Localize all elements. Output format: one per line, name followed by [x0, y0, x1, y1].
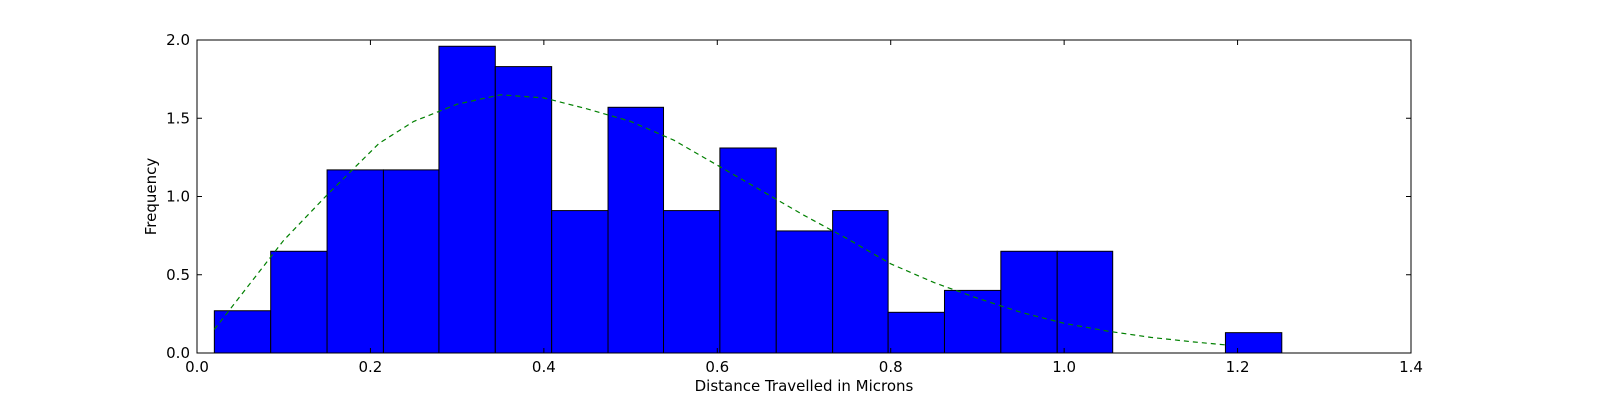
- histogram-bar: [494, 66, 553, 354]
- histogram-bar: [1224, 332, 1283, 354]
- histogram-bar: [1000, 250, 1058, 354]
- x-tick-label: 0.8: [879, 358, 903, 376]
- y-tick-label: 2.0: [166, 31, 190, 49]
- ticks-layer: [196, 39, 1412, 354]
- histogram-bar: [551, 210, 609, 354]
- histogram-bar: [943, 289, 1002, 354]
- histogram-bar: [775, 230, 834, 354]
- y-tick-label: 0.5: [166, 266, 190, 284]
- x-tick-label: 1.4: [1399, 358, 1423, 376]
- x-tick-label: 1.2: [1226, 358, 1250, 376]
- y-tick-label: 1.0: [166, 188, 190, 206]
- histogram-bar: [832, 210, 889, 354]
- y-tick-label: 0.0: [166, 344, 190, 362]
- y-axis-title: Frequency: [142, 158, 160, 236]
- fit-curve-line: [213, 94, 1229, 346]
- x-tick-label: 0.0: [185, 358, 209, 376]
- histogram-bar: [438, 45, 496, 354]
- y-tick-label: 1.5: [166, 109, 190, 127]
- histogram-bar: [887, 311, 945, 354]
- histogram-bar: [270, 250, 328, 354]
- histogram-bar: [663, 210, 721, 354]
- histogram-bar: [213, 310, 272, 354]
- x-axis-title: Distance Travelled in Microns: [695, 377, 914, 395]
- histogram-bar: [382, 169, 440, 354]
- histogram-bar: [326, 169, 384, 354]
- x-tick-label: 0.6: [705, 358, 729, 376]
- histogram-bar: [719, 147, 777, 354]
- bars-layer: [213, 45, 1283, 354]
- x-tick-labels: 0.0 0.2 0.4 0.6 0.8 1.0 1.2 1.4: [185, 358, 1423, 376]
- y-tick-labels: 0.0 0.5 1.0 1.5 2.0: [166, 31, 190, 362]
- x-tick-label: 0.4: [532, 358, 556, 376]
- x-tick-label: 1.0: [1052, 358, 1076, 376]
- x-tick-label: 0.2: [358, 358, 382, 376]
- histogram-bar: [607, 106, 665, 354]
- histogram-bar: [1056, 250, 1114, 354]
